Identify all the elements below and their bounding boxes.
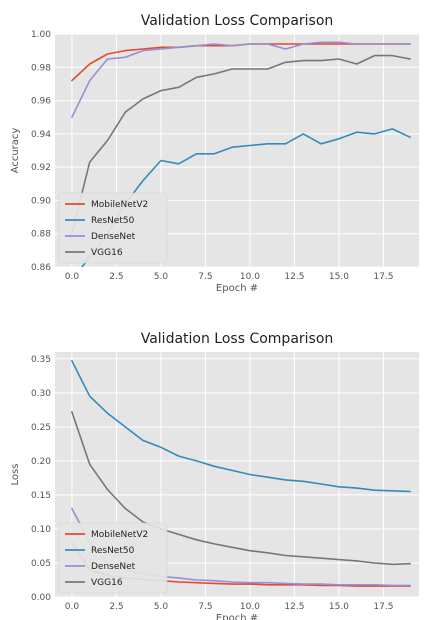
accuracy-chart: Validation Loss Comparison 0.0 2.5 5.0 7.5 10… xyxy=(0,0,431,310)
loss-x-tick-label: 7.5 xyxy=(198,602,212,612)
accuracy-x-tick-label: 2.5 xyxy=(109,272,123,282)
accuracy-x-tick-label: 12.5 xyxy=(284,272,304,282)
loss-x-axis-label: Epoch # xyxy=(216,613,258,620)
loss-y-tick-label: 0.20 xyxy=(31,457,51,467)
accuracy-x-tick-label: 17.5 xyxy=(373,272,393,282)
loss-x-tick-label: 2.5 xyxy=(109,602,123,612)
accuracy-chart-svg: Validation Loss Comparison 0.0 2.5 5.0 7.5 10… xyxy=(0,0,431,310)
accuracy-legend-label-densenet: DenseNet xyxy=(91,232,136,242)
accuracy-x-tick-label: 15.0 xyxy=(329,272,349,282)
loss-y-tick-label: 0.15 xyxy=(31,491,51,501)
accuracy-legend-label-vgg16: VGG16 xyxy=(91,248,123,258)
accuracy-legend-label-resnet50: ResNet50 xyxy=(91,216,135,226)
loss-y-tick-label: 0.05 xyxy=(31,559,51,569)
accuracy-x-tick-label: 10.0 xyxy=(240,272,260,282)
loss-y-tick-label: 0.00 xyxy=(31,593,51,603)
loss-chart-svg: Validation Loss Comparison 0.0 2.5 5.0 7.5 10… xyxy=(0,310,431,620)
accuracy-x-tick-label: 0.0 xyxy=(65,272,80,282)
loss-x-tick-label: 12.5 xyxy=(284,602,304,612)
accuracy-x-tick-label: 7.5 xyxy=(198,272,212,282)
loss-title: Validation Loss Comparison xyxy=(141,331,334,347)
accuracy-y-tick-label: 0.88 xyxy=(31,230,51,240)
loss-y-tick-label: 0.30 xyxy=(31,389,51,399)
loss-y-axis-label: Loss xyxy=(10,464,21,486)
accuracy-x-axis-label: Epoch # xyxy=(216,283,258,294)
accuracy-y-tick-label: 1.00 xyxy=(31,30,51,40)
loss-chart: Validation Loss Comparison 0.0 2.5 5.0 7.5 10… xyxy=(0,310,431,620)
accuracy-y-tick-label: 0.90 xyxy=(31,196,51,206)
loss-x-tick-label: 5.0 xyxy=(154,602,169,612)
accuracy-y-tick-label: 0.98 xyxy=(31,63,51,73)
loss-x-tick-label: 17.5 xyxy=(373,602,393,612)
loss-y-tick-label: 0.35 xyxy=(31,355,51,365)
accuracy-y-tick-label: 0.96 xyxy=(31,97,51,107)
loss-legend-label-vgg16: VGG16 xyxy=(91,578,123,588)
accuracy-y-tick-label: 0.92 xyxy=(31,163,51,173)
loss-y-tick-label: 0.25 xyxy=(31,423,51,433)
loss-legend-label-densenet: DenseNet xyxy=(91,562,136,572)
accuracy-y-axis-label: Accuracy xyxy=(10,128,21,174)
accuracy-y-tick-label: 0.86 xyxy=(31,263,51,273)
loss-y-tick-label: 0.10 xyxy=(31,525,51,535)
loss-x-tick-label: 0.0 xyxy=(65,602,80,612)
accuracy-y-tick-label: 0.94 xyxy=(31,130,51,140)
accuracy-x-tick-label: 5.0 xyxy=(154,272,169,282)
loss-x-tick-label: 10.0 xyxy=(240,602,260,612)
loss-legend-label-resnet50: ResNet50 xyxy=(91,546,135,556)
accuracy-legend-label-mobilenetv2: MobileNetV2 xyxy=(91,200,148,210)
loss-legend-label-mobilenetv2: MobileNetV2 xyxy=(91,530,148,540)
loss-x-tick-label: 15.0 xyxy=(329,602,349,612)
accuracy-title: Validation Loss Comparison xyxy=(141,13,334,29)
